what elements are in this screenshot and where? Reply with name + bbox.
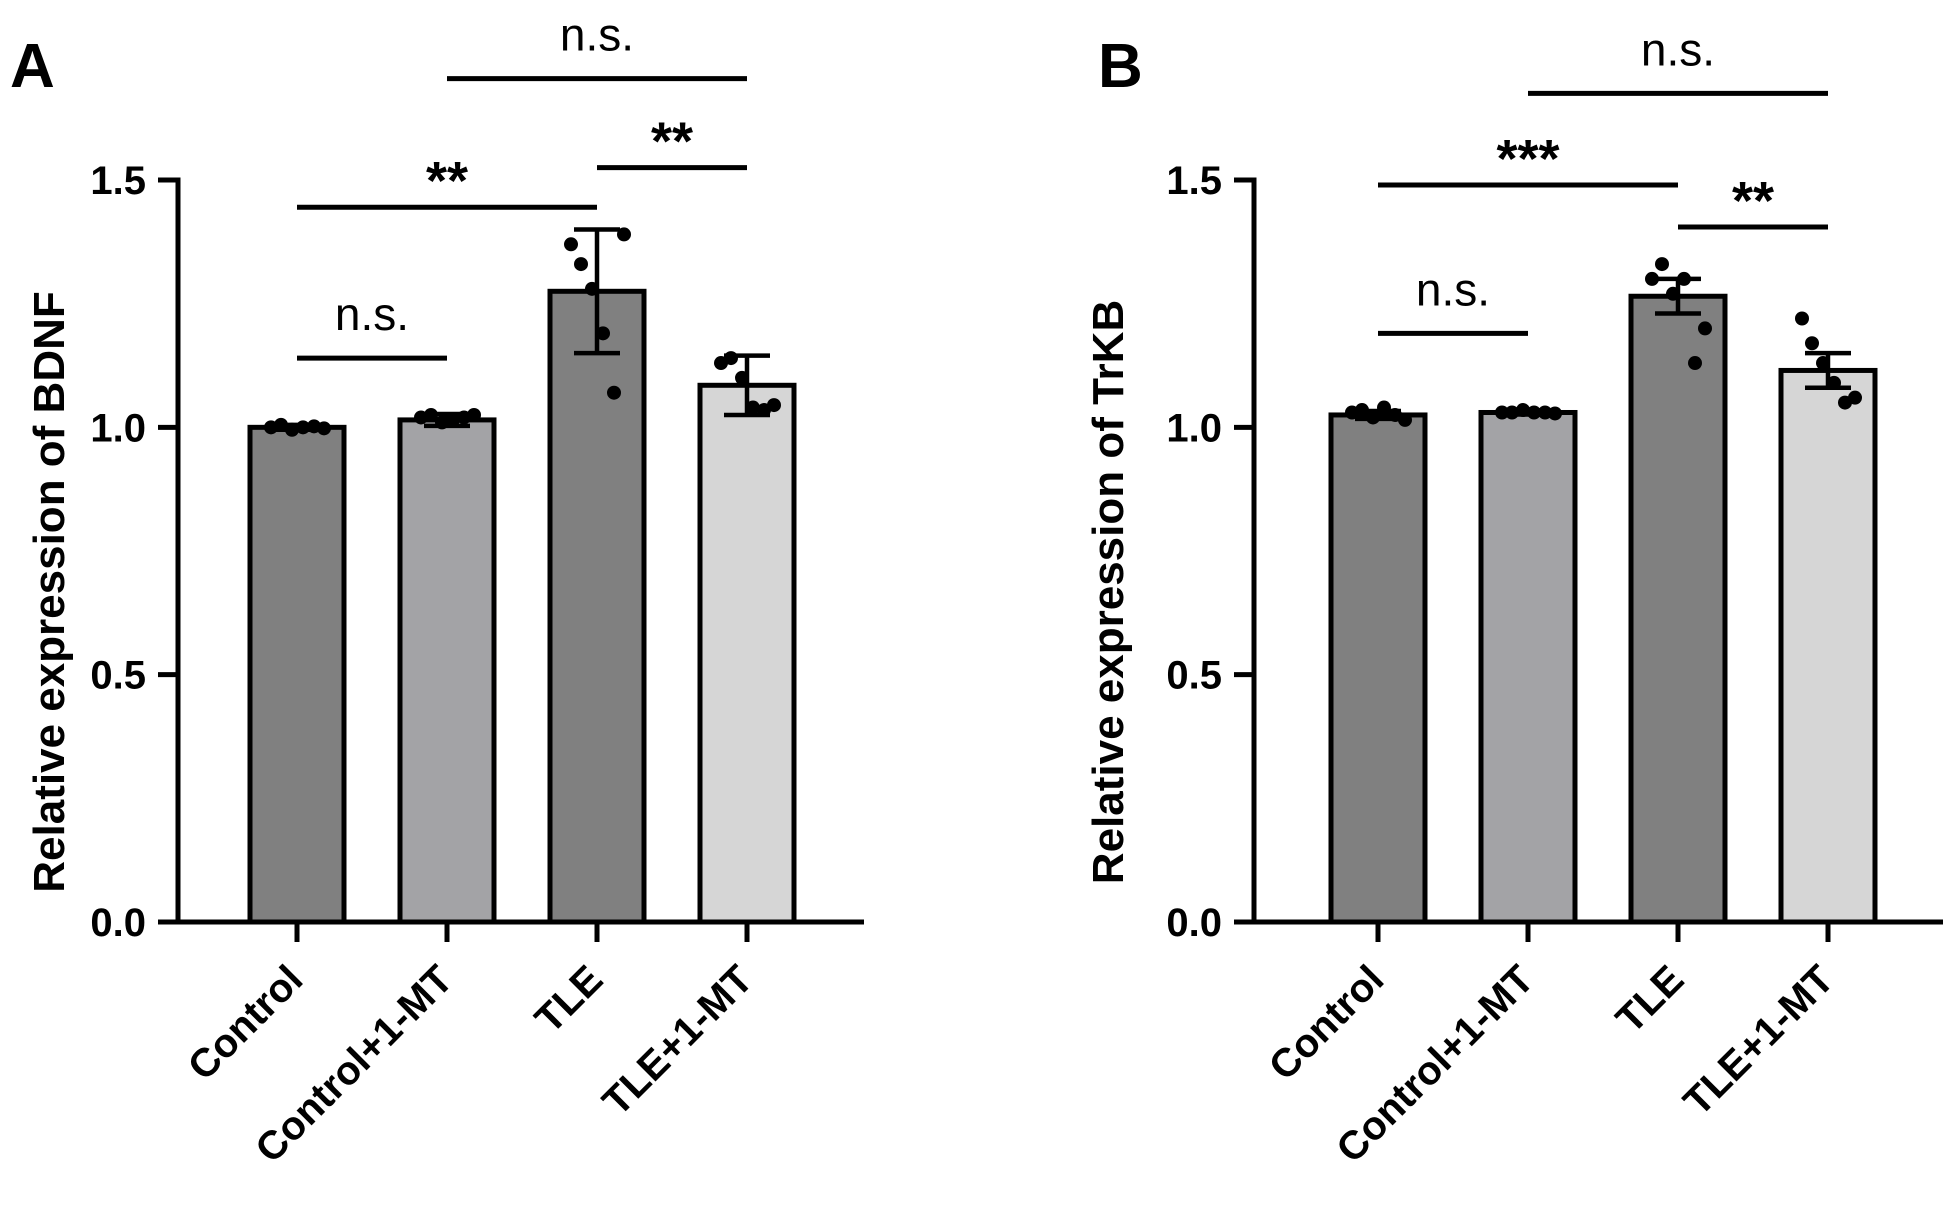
panel-b-category-label: Control: [1261, 957, 1393, 1089]
panel-a-data-point: [585, 281, 599, 296]
panel-a-category-label: Control: [180, 957, 312, 1089]
panel-b-significance-label: **: [1732, 171, 1774, 231]
panel-a-data-point: [564, 237, 578, 252]
panel-b-significance-label: n.s.: [1416, 263, 1490, 315]
panel-a-bar: [247, 424, 347, 925]
panel-a-data-point: [285, 422, 299, 437]
panel-b-letter: B: [1098, 32, 1143, 101]
panel-b-data-point: [1805, 336, 1819, 351]
panel-b-data-point: [1398, 412, 1412, 427]
panel-b-data-point: [1655, 257, 1669, 272]
panel-b-data-point: [1505, 405, 1519, 420]
panel-b-data-point: [1645, 271, 1659, 286]
panel-b-data-point: [1698, 321, 1712, 336]
panel-b-data-point: [1816, 356, 1830, 371]
panel-a-bar: [397, 417, 497, 925]
panel-a-data-point: [617, 227, 631, 242]
panel-b: B Relative expression of TrKB 0.0 0.5 1.0 1…: [1084, 23, 1943, 1171]
panel-a-y-tick-label: 0.5: [90, 654, 146, 698]
panel-b-bar: [1778, 367, 1878, 925]
panel-a-y-tick-label: 0.0: [90, 901, 146, 945]
panel-a-data-point: [767, 398, 781, 413]
panel-a-data-point: [274, 417, 288, 432]
panel-a-significance-label: **: [426, 151, 468, 211]
panel-a-bar: [547, 288, 647, 925]
panel-a-significance-label: **: [651, 112, 693, 172]
panel-b-y-axis-title: Relative expression of TrKB: [1084, 300, 1133, 884]
panel-b-data-point: [1377, 400, 1391, 415]
panel-b-y-tick-label: 1.0: [1166, 406, 1222, 450]
panel-b-y-tick-label: 0.5: [1166, 654, 1222, 698]
panel-b-data-point: [1848, 390, 1862, 405]
panel-b-significance-label: n.s.: [1641, 23, 1715, 75]
panel-a-significance-label: n.s.: [560, 9, 634, 61]
panel-a-y-tick-label: 1.5: [90, 159, 146, 203]
panel-a-y-axis-title: Relative expression of BDNF: [25, 291, 74, 893]
panel-b-data-point: [1827, 375, 1841, 390]
panel-b-data-point: [1677, 271, 1691, 286]
panel-a-letter: A: [10, 32, 55, 101]
panel-a-data-point: [424, 407, 438, 422]
panel-a-category-label: TLE+1-MT: [594, 957, 761, 1124]
panel-a-data-point: [435, 415, 449, 430]
panel-b-data-point: [1516, 403, 1530, 418]
panel-b-category-label: TLE+1-MT: [1675, 957, 1842, 1124]
panel-b-data-point: [1548, 406, 1562, 421]
panel-b-significance-label: ***: [1496, 129, 1559, 189]
panel-b-data-point: [1795, 311, 1809, 326]
panel-b-data-point: [1366, 410, 1380, 425]
panel-b-data-point: [1688, 356, 1702, 371]
panel-b-data-point: [1527, 405, 1541, 420]
panel-b-category-label: TLE: [1608, 957, 1693, 1042]
panel-a-data-point: [607, 385, 621, 400]
panel-a-data-point: [446, 412, 460, 427]
panel-b-bar: [1478, 409, 1578, 925]
panel-a-data-point: [746, 400, 760, 415]
panel-a-data-point: [596, 326, 610, 341]
panel-a-data-point: [467, 407, 481, 422]
panel-b-y-tick-label: 1.5: [1166, 159, 1222, 203]
panel-a-significance-label: n.s.: [335, 288, 409, 340]
panel-b-data-point: [1666, 286, 1680, 301]
panel-a-bar: [697, 382, 797, 925]
panel-a-data-point: [574, 257, 588, 272]
panel-a-data-point: [317, 421, 331, 436]
panel-b-y-tick-label: 0.0: [1166, 901, 1222, 945]
panel-b-bar: [1328, 412, 1428, 925]
panel-a-category-label: TLE: [527, 957, 612, 1042]
panel-a: A Relative expression of BDNF 0.0 0.5 1.0 1…: [10, 9, 864, 1171]
panel-a-data-point: [735, 370, 749, 385]
panel-b-bar: [1628, 293, 1728, 925]
panel-a-data-point: [296, 420, 310, 435]
panel-b-data-point: [1495, 405, 1509, 420]
panel-a-y-tick-label: 1.0: [90, 406, 146, 450]
panel-b-data-point: [1355, 403, 1369, 418]
panel-a-data-point: [724, 351, 738, 366]
